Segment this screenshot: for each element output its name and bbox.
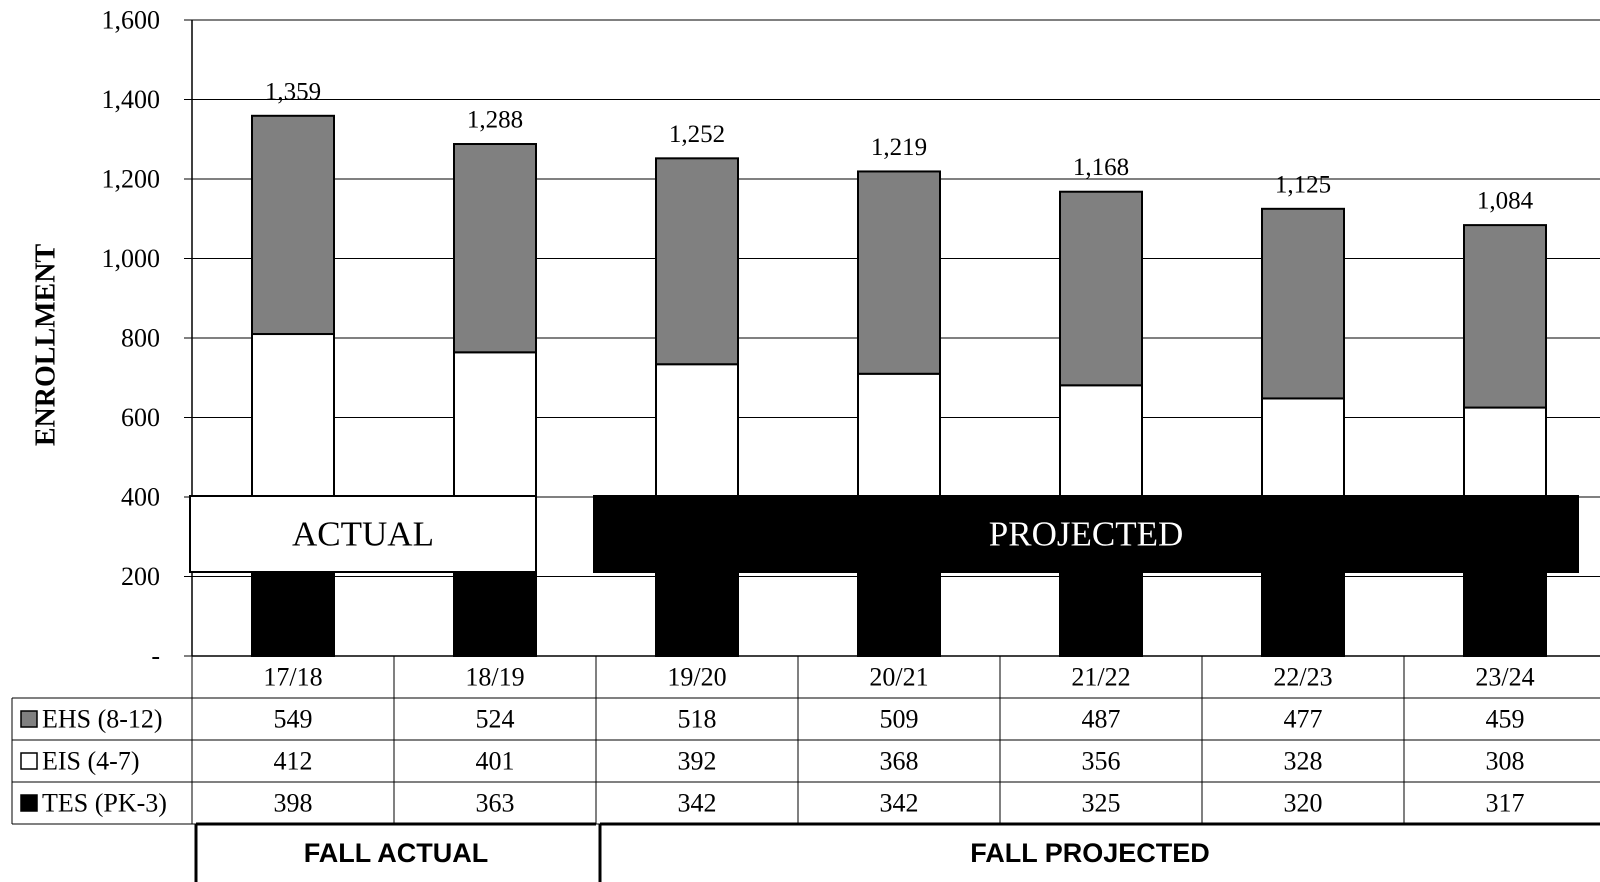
table-cell: 356 <box>1082 747 1121 776</box>
legend-label: TES (PK-3) <box>42 789 167 818</box>
y-tick-label: 600 <box>121 403 160 432</box>
x-category-label: 17/18 <box>263 663 322 692</box>
table-cell: 401 <box>476 747 515 776</box>
total-label: 1,359 <box>265 78 321 105</box>
section-label: FALL ACTUAL <box>304 838 488 868</box>
table-cell: 317 <box>1486 789 1525 818</box>
y-tick-label: 200 <box>121 562 160 591</box>
total-label: 1,125 <box>1275 171 1331 198</box>
y-tick-label: 1,200 <box>102 165 161 194</box>
legend-swatch <box>20 752 38 770</box>
table-cell: 477 <box>1284 705 1323 734</box>
section-label: FALL PROJECTED <box>970 838 1210 868</box>
y-tick-label: 1,000 <box>102 244 161 273</box>
y-tick-label: 1,400 <box>102 85 161 114</box>
y-tick-label: 400 <box>121 483 160 512</box>
table-cell: 342 <box>678 789 717 818</box>
period-band-label: PROJECTED <box>989 515 1183 554</box>
table-cell: 392 <box>678 747 717 776</box>
bar-segment <box>655 157 739 366</box>
table-cell: 398 <box>274 789 313 818</box>
legend-label: EIS (4-7) <box>42 747 139 776</box>
bar-segment <box>1059 190 1143 387</box>
bar-segment <box>453 351 537 513</box>
period-band-label: ACTUAL <box>292 515 434 554</box>
x-category-label: 22/23 <box>1273 663 1332 692</box>
table-cell: 549 <box>274 705 313 734</box>
legend-label: EHS (8-12) <box>42 705 163 734</box>
bar-segment <box>1261 207 1345 400</box>
legend-swatch <box>20 710 38 728</box>
bar-segment <box>857 170 941 375</box>
total-label: 1,219 <box>871 134 927 161</box>
table-cell: 342 <box>880 789 919 818</box>
table-cell: 459 <box>1486 705 1525 734</box>
bar-segment <box>1463 224 1547 409</box>
total-label: 1,168 <box>1073 154 1129 181</box>
table-cell: 412 <box>274 747 313 776</box>
table-cell: 325 <box>1082 789 1121 818</box>
y-tick-label: 800 <box>121 324 160 353</box>
bar-segment <box>251 114 335 336</box>
y-axis-title: ENROLLMENT <box>31 244 62 447</box>
x-category-label: 19/20 <box>667 663 726 692</box>
table-cell: 320 <box>1284 789 1323 818</box>
table-cell: 524 <box>476 705 515 734</box>
x-category-label: 20/21 <box>869 663 928 692</box>
period-band <box>189 495 537 573</box>
total-label: 1,252 <box>669 121 725 148</box>
bar-segment <box>453 143 537 354</box>
table-cell: 368 <box>880 747 919 776</box>
table-cell: 509 <box>880 705 919 734</box>
x-category-label: 21/22 <box>1071 663 1130 692</box>
y-tick-label: - <box>151 642 160 671</box>
x-category-label: 23/24 <box>1475 663 1534 692</box>
table-cell: 363 <box>476 789 515 818</box>
table-cell: 308 <box>1486 747 1525 776</box>
bar-segment <box>655 363 739 522</box>
table-cell: 487 <box>1082 705 1121 734</box>
period-band <box>593 495 1579 573</box>
y-tick-label: 1,600 <box>102 6 161 35</box>
bar-segment <box>251 333 335 499</box>
table-cell: 328 <box>1284 747 1323 776</box>
x-category-label: 18/19 <box>465 663 524 692</box>
legend-swatch <box>20 794 38 812</box>
total-label: 1,084 <box>1477 188 1534 215</box>
total-label: 1,288 <box>467 107 523 134</box>
table-cell: 518 <box>678 705 717 734</box>
